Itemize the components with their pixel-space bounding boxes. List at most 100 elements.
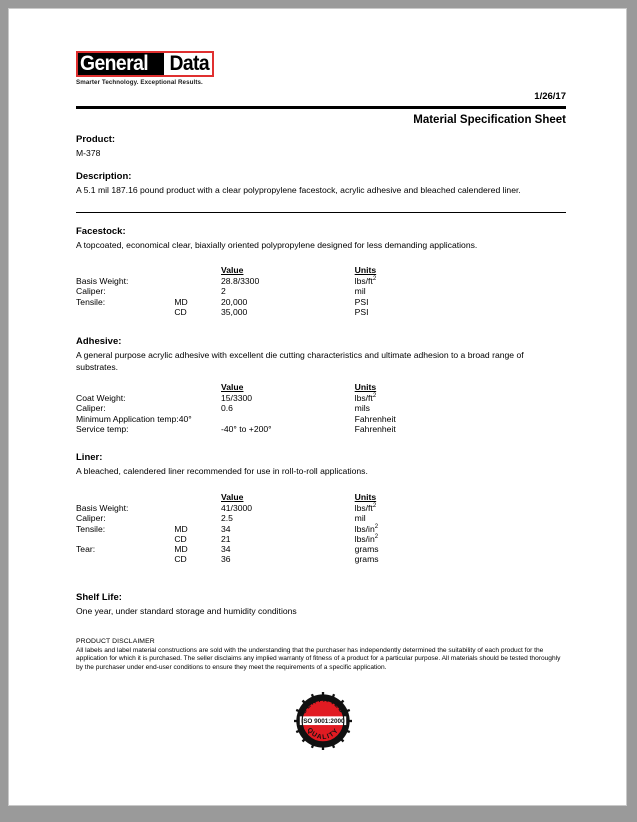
- liner-heading: Liner:: [76, 452, 103, 463]
- cell-direction: [174, 424, 221, 434]
- facestock-text: A topcoated, economical clear, biaxially…: [76, 240, 478, 250]
- cell-direction: [174, 513, 221, 523]
- col-label: [76, 492, 174, 503]
- cell-label: Tear:: [76, 544, 96, 555]
- table-row: Service temp: -40° to +200° Fahrenheit: [76, 424, 506, 434]
- col-units: Units: [354, 492, 377, 502]
- seal-center-text: ISO 9001:2000: [301, 718, 345, 725]
- facestock-section: Facestock: A topcoated, economical clear…: [76, 226, 566, 252]
- cell-label: Basis Weight:: [76, 276, 129, 287]
- table-row: CD 35,000 PSI: [76, 307, 506, 317]
- cell-label: Tensile:: [76, 523, 106, 534]
- liner-section: Liner: A bleached, calendered liner reco…: [76, 452, 566, 478]
- cell-units: mils: [354, 403, 370, 414]
- table-row: Basis Weight: 28.8/3300 lbs/ft2: [76, 276, 506, 286]
- disclaimer-section: PRODUCT DISCLAIMER All labels and label …: [76, 638, 566, 672]
- company-logo: General Data Smarter Technology. Excepti…: [76, 51, 214, 86]
- table-row: Tear: MD 34 grams: [76, 544, 506, 554]
- cell-value: 28.8/3300: [221, 276, 260, 287]
- description-text: A 5.1 mil 187.16 pound product with a cl…: [76, 185, 521, 195]
- cell-value: 2.5: [221, 513, 233, 524]
- cell-direction: [174, 393, 221, 403]
- liner-text: A bleached, calendered liner recommended…: [76, 466, 368, 476]
- cell-label: [76, 534, 174, 544]
- logo-word-data: Data: [169, 52, 209, 75]
- cell-value: 41/3000: [221, 503, 253, 514]
- cell-direction: [174, 503, 221, 513]
- description-section: Description: A 5.1 mil 187.16 pound prod…: [76, 171, 566, 197]
- cell-direction: [174, 286, 221, 296]
- document-date: 1/26/17: [534, 91, 566, 102]
- cell-value: 0.6: [221, 403, 233, 414]
- adhesive-table: Value Units Coat Weight: 15/3300 lbs/ft2…: [76, 382, 506, 434]
- table-header-row: Value Units: [76, 265, 506, 276]
- col-label: [76, 265, 174, 276]
- cell-value: -40° to +200°: [221, 423, 272, 434]
- cell-units: lbs/ft2: [354, 276, 377, 287]
- facestock-table: Value Units Basis Weight: 28.8/3300 lbs/…: [76, 265, 506, 317]
- product-value: M-378: [76, 148, 101, 158]
- logo-word-general: General: [80, 52, 149, 75]
- description-heading: Description:: [76, 171, 132, 182]
- cell-value: 2: [221, 286, 226, 297]
- cell-units: Fahrenheit: [354, 413, 396, 424]
- disclaimer-heading: PRODUCT DISCLAIMER: [76, 638, 155, 645]
- cell-units: mil: [354, 286, 366, 297]
- table-header-row: Value Units: [76, 492, 506, 503]
- cell-units: lbs/in2: [354, 523, 379, 534]
- cell-label: Caliper:: [76, 286, 106, 297]
- table-row: CD 36 grams: [76, 554, 506, 564]
- table-header-row: Value Units: [76, 382, 506, 393]
- cell-label: Tensile:: [76, 296, 106, 307]
- cell-label: Basis Weight:: [76, 503, 129, 514]
- certification-seal-wrap: ISO 9001:2000 CERTIFIED QUALITY: [76, 692, 566, 752]
- table-row: Basis Weight: 41/3000 lbs/ft2: [76, 503, 506, 513]
- cell-value: 21: [221, 533, 231, 544]
- disclaimer-text: All labels and label material constructi…: [76, 647, 561, 671]
- product-section: Product: M-378: [76, 134, 566, 160]
- table-row: Caliper: 2.5 mil: [76, 513, 506, 523]
- cell-units: lbs/in2: [354, 533, 379, 544]
- cell-direction: [174, 276, 221, 286]
- cell-units: grams: [354, 544, 379, 555]
- col-direction: [174, 492, 221, 503]
- cell-label: Caliper:: [76, 403, 106, 414]
- cell-units: PSI: [354, 296, 369, 307]
- shelf-life-section: Shelf Life: One year, under standard sto…: [76, 592, 566, 618]
- page-title: Material Specification Sheet: [413, 114, 566, 126]
- col-units: Units: [354, 382, 377, 392]
- logo-data-background: [164, 53, 212, 75]
- facestock-heading: Facestock:: [76, 226, 126, 237]
- cell-label: [76, 307, 174, 317]
- cell-value: 35,000: [221, 306, 248, 317]
- cell-direction: CD: [174, 554, 187, 565]
- cell-direction: [174, 403, 221, 413]
- page-content: General Data Smarter Technology. Excepti…: [76, 9, 566, 750]
- cell-direction: MD: [174, 296, 188, 307]
- cell-units: mil: [354, 513, 366, 524]
- header-divider: [76, 106, 566, 109]
- cell-value: 20,000: [221, 296, 248, 307]
- col-direction: [174, 265, 221, 276]
- cell-value: 34: [221, 544, 231, 555]
- table-row: Minimum Application temp:40° Fahrenheit: [76, 414, 506, 424]
- seal-graphic: ISO 9001:2000 CERTIFIED QUALITY: [294, 692, 352, 750]
- cell-direction: CD: [174, 306, 187, 317]
- document-page: General Data Smarter Technology. Excepti…: [8, 8, 627, 806]
- table-row: Coat Weight: 15/3300 lbs/ft2: [76, 393, 506, 403]
- logo-tagline: Smarter Technology. Exceptional Results.: [76, 79, 203, 86]
- product-heading: Product:: [76, 134, 116, 145]
- col-direction: [174, 382, 221, 393]
- col-label: [76, 382, 174, 393]
- iso-certification-seal-icon: ISO 9001:2000 CERTIFIED QUALITY: [294, 692, 352, 750]
- cell-label: Minimum Application temp:40°: [76, 413, 192, 424]
- table-row: Caliper: 2 mil: [76, 286, 506, 296]
- cell-label: Coat Weight:: [76, 393, 126, 404]
- col-units: Units: [354, 265, 377, 275]
- section-divider: [76, 212, 566, 213]
- shelf-life-text: One year, under standard storage and hum…: [76, 606, 297, 616]
- cell-label: Caliper:: [76, 513, 106, 524]
- liner-table: Value Units Basis Weight: 41/3000 lbs/ft…: [76, 492, 506, 564]
- col-value: Value: [221, 265, 244, 275]
- table-row: Tensile: MD 34 lbs/in2: [76, 524, 506, 534]
